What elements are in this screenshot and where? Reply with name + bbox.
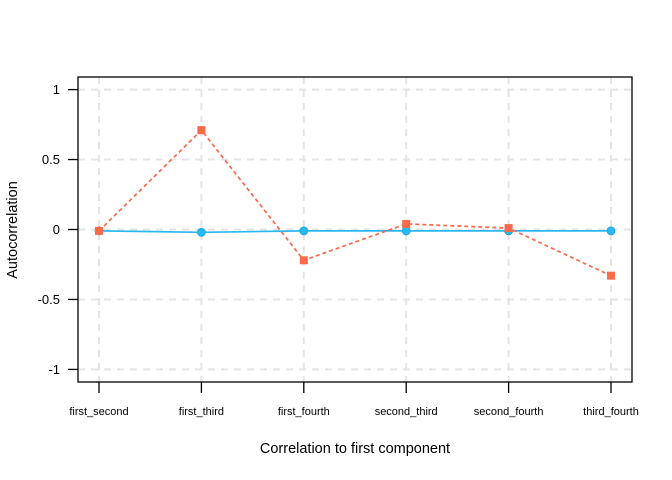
x-category-label: first_second <box>69 406 128 418</box>
y-tick-label: 1 <box>53 82 60 97</box>
marker-square <box>95 226 103 235</box>
x-category-label: third_fourth <box>583 406 639 418</box>
x-category-label: first_fourth <box>278 406 330 418</box>
marker-square <box>504 224 513 233</box>
marker-square <box>299 256 308 265</box>
y-tick-label: 0.5 <box>42 152 60 167</box>
marker-square <box>607 271 615 280</box>
gridlines <box>78 77 632 382</box>
y-axis-title: Autocorrelation <box>5 181 21 279</box>
x-category-label: second_fourth <box>474 406 544 418</box>
y-tick-label: -1 <box>48 362 60 377</box>
series-layer <box>94 126 616 280</box>
series-line-square-series <box>98 128 612 277</box>
y-tick-label: -0.5 <box>38 292 60 307</box>
marker-circle <box>401 226 411 236</box>
marker-circle <box>299 226 309 236</box>
marker-square <box>197 126 206 135</box>
x-category-label: first_third <box>179 406 224 418</box>
marker-circle <box>606 226 616 236</box>
x-category-label: second_third <box>375 406 438 418</box>
series-line-circle-series <box>98 230 611 234</box>
marker-square <box>402 219 411 228</box>
axis-tick-marks <box>68 88 612 393</box>
y-tick-label: 0 <box>53 222 60 237</box>
x-axis-title: Correlation to first component <box>260 441 450 457</box>
marker-circle <box>196 227 206 237</box>
axis-tick-labels: -1 -0.5 0 0.5 1 first_second first_third first_… <box>38 82 639 418</box>
